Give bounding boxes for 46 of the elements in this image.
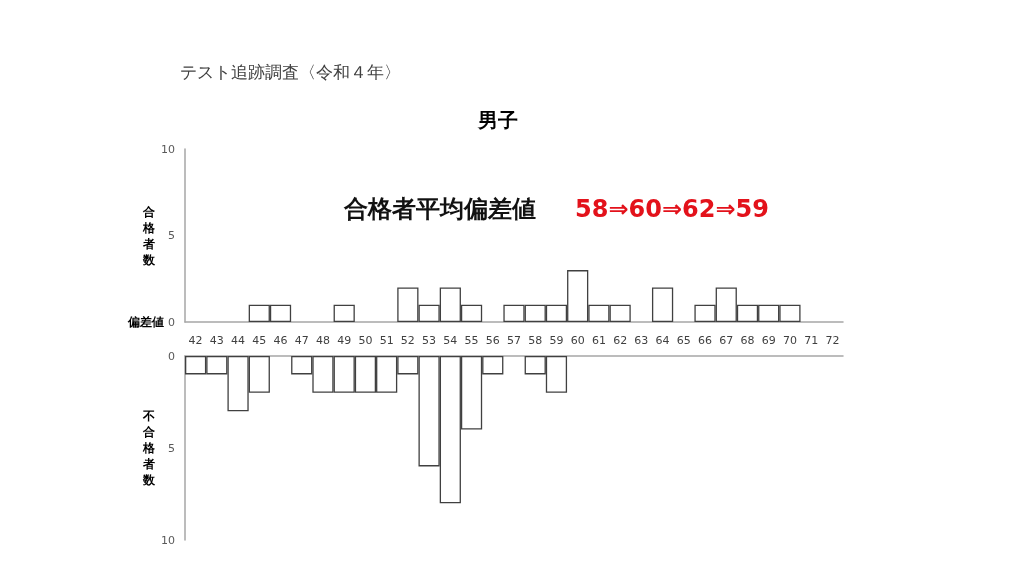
x-tick-label: 47 — [294, 334, 309, 347]
bar — [651, 287, 674, 322]
chart-subtitle: 男子 — [477, 108, 518, 132]
x-tick-label: 51 — [379, 334, 394, 347]
x-tick-label: 64 — [655, 334, 670, 347]
x-tick-label: 55 — [464, 334, 479, 347]
x-tick-label: 57 — [507, 334, 521, 347]
x-tick-label: 53 — [422, 334, 437, 347]
x-tick-label: 52 — [400, 334, 415, 347]
y-axis-title: 不合格者数 — [142, 409, 157, 487]
x-tick-label: 60 — [570, 334, 585, 347]
x-tick-label: 46 — [273, 334, 288, 347]
x-tick-label: 65 — [676, 334, 691, 347]
annotation: 58⇒60⇒62⇒59 — [575, 195, 769, 223]
x-tick-label: 71 — [804, 334, 819, 347]
x-tick-label: 50 — [358, 334, 373, 347]
x-tick-label: 63 — [634, 334, 649, 347]
y-tick-label: 5 — [168, 441, 175, 455]
x-tick-label: 48 — [315, 334, 330, 347]
x-tick-label: 45 — [252, 334, 267, 347]
x-tick-label: 43 — [209, 334, 224, 347]
x-tick-label: 62 — [613, 334, 628, 347]
x-tick-label: 42 — [188, 334, 203, 347]
y-axis-title: 合格者数 — [142, 204, 157, 267]
x-tick-label: 49 — [337, 334, 352, 347]
chart-title: テスト追跡調査〈令和４年〉 — [180, 61, 401, 82]
x-tick-label: 72 — [825, 334, 840, 347]
x-axis-title: 偏差値 — [127, 315, 165, 329]
y-tick-label: 0 — [168, 349, 175, 363]
y-tick-label: 5 — [168, 229, 175, 242]
y-tick-label: 10 — [161, 142, 175, 156]
x-tick-label: 56 — [485, 334, 500, 347]
x-tick-label: 61 — [591, 334, 606, 347]
y-tick-label: 10 — [161, 533, 175, 547]
x-tick-label: 69 — [761, 334, 776, 347]
x-tick-label: 59 — [549, 334, 564, 347]
annotation: 合格者平均偏差値 — [343, 195, 536, 223]
x-tick-label: 58 — [528, 334, 543, 347]
x-tick-label: 54 — [443, 334, 458, 347]
bar — [333, 304, 355, 322]
x-tick-label: 44 — [231, 334, 246, 347]
x-tick-label: 67 — [719, 334, 734, 347]
x-tick-label: 66 — [698, 334, 713, 347]
x-tick-label: 68 — [740, 334, 755, 347]
y-tick-label: 0 — [168, 315, 175, 329]
x-tick-label: 70 — [782, 334, 797, 347]
